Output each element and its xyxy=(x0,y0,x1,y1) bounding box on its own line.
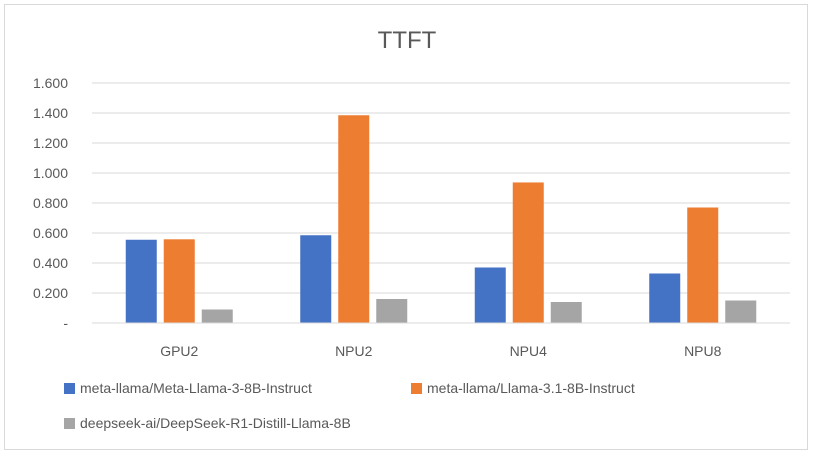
x-tick-label: NPU4 xyxy=(510,343,548,359)
y-axis-ticks: - 0.200 0.400 0.600 0.800 1.000 1.200 1.400 1.60… xyxy=(33,75,68,331)
y-tick-label: 1.400 xyxy=(33,105,68,121)
bar xyxy=(550,302,582,323)
chart-frame xyxy=(4,4,808,450)
y-tick-label: 1.600 xyxy=(33,75,68,91)
y-tick-label: 0.800 xyxy=(33,195,68,211)
bar xyxy=(338,115,370,323)
legend-label: meta-llama/Llama-3.1-8B-Instruct xyxy=(427,380,635,396)
bar xyxy=(376,299,408,323)
bar xyxy=(125,239,157,323)
x-tick-label: NPU8 xyxy=(684,343,722,359)
legend-swatch xyxy=(64,418,75,429)
y-tick-label: 0.400 xyxy=(33,255,68,271)
bar xyxy=(201,309,233,323)
y-tick-label: 0.200 xyxy=(33,285,68,301)
y-tick-label: 0.600 xyxy=(33,225,68,241)
y-tick-label: - xyxy=(63,315,68,331)
bars xyxy=(125,115,757,323)
legend-label: meta-llama/Meta-Llama-3-8B-Instruct xyxy=(80,380,312,396)
x-axis: GPU2 NPU2 NPU4 NPU8 xyxy=(92,322,790,359)
legend-swatch xyxy=(411,383,422,394)
chart-title: TTFT xyxy=(378,27,437,54)
legend-swatch xyxy=(64,383,75,394)
bar xyxy=(725,300,757,323)
y-tick-label: 1.200 xyxy=(33,135,68,151)
gridlines xyxy=(92,82,790,324)
bar xyxy=(687,207,719,323)
bar xyxy=(649,273,681,323)
legend-label: deepseek-ai/DeepSeek-R1-Distill-Llama-8B xyxy=(80,415,351,431)
x-tick-label: NPU2 xyxy=(335,343,373,359)
bar xyxy=(163,239,195,323)
y-tick-label: 1.000 xyxy=(33,165,68,181)
bar xyxy=(512,182,544,323)
bar xyxy=(474,267,506,323)
legend: meta-llama/Meta-Llama-3-8B-Instruct meta-… xyxy=(64,380,635,431)
x-tick-label: GPU2 xyxy=(160,343,198,359)
bar xyxy=(300,235,332,323)
